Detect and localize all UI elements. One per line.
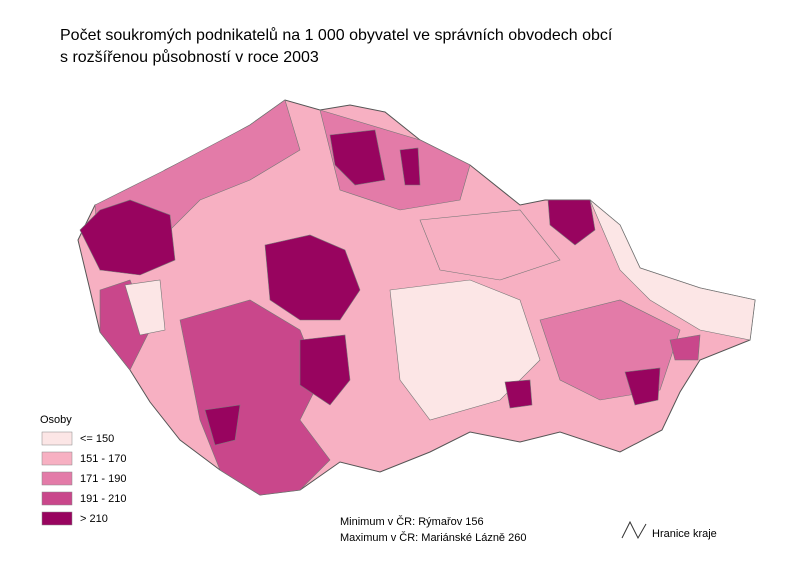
title-line: Počet soukromých podnikatelů na 1 000 ob…	[60, 26, 613, 44]
note: Maximum v ČR: Mariánské Lázně 260	[340, 531, 526, 544]
legend-label: <= 150	[80, 433, 114, 445]
district	[204, 404, 241, 446]
legend-swatch	[41, 471, 73, 486]
district	[547, 199, 596, 246]
boundary-icon	[621, 520, 647, 540]
district	[589, 199, 756, 341]
boundary-legend: Hranice kraje	[652, 528, 717, 540]
title-line: s rozšířenou působností v roce 2003	[60, 48, 319, 66]
legend-label: > 210	[80, 513, 108, 525]
district	[179, 299, 331, 496]
legend-title: Osoby	[40, 414, 72, 426]
district	[79, 199, 176, 276]
district	[419, 209, 561, 281]
legend-label: 171 - 190	[80, 473, 126, 485]
district	[299, 334, 351, 406]
map	[77, 99, 756, 496]
legend-label: 191 - 210	[80, 493, 126, 505]
legend-swatch	[41, 451, 73, 466]
district	[264, 234, 361, 321]
district	[124, 279, 166, 336]
district	[399, 147, 421, 186]
district	[669, 334, 701, 361]
district	[504, 379, 533, 409]
district	[624, 367, 661, 406]
district	[389, 279, 541, 421]
legend: Osoby <= 150 151 - 170 171 - 190 191 - 210 >…	[40, 414, 126, 526]
legend-swatch	[41, 511, 73, 526]
legend-swatch	[41, 491, 73, 506]
legend-swatch	[41, 431, 73, 446]
note: Minimum v ČR: Rýmařov 156	[340, 515, 484, 528]
legend-label: 151 - 170	[80, 453, 126, 465]
district	[329, 129, 386, 186]
